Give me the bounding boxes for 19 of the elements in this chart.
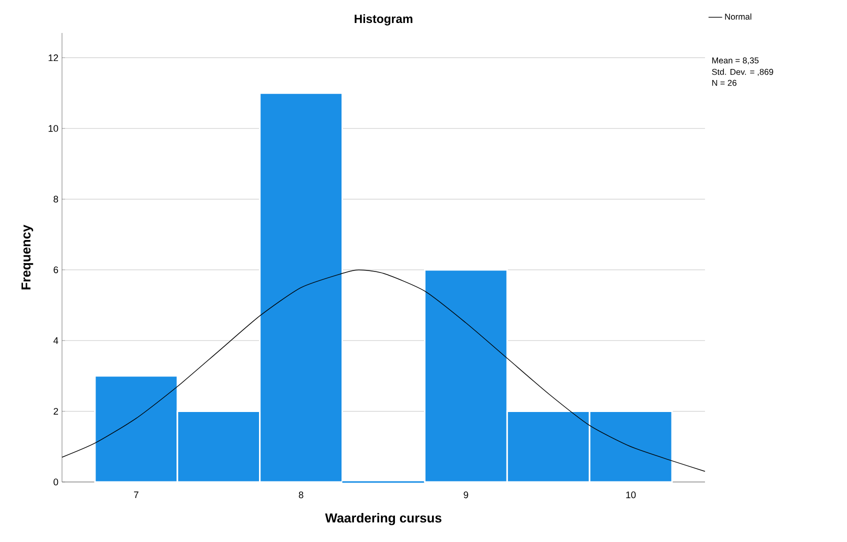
x-tick-label: 8 [298,492,304,498]
chart-title: Histogram [354,14,412,26]
text: Std. Dev. = ,869 [712,68,774,76]
text: Mean = 8,35 [712,57,759,64]
x-axis-title: Waardering cursus [325,513,442,526]
y-tick-label: 6 [54,266,58,274]
text: N = 26 [712,80,736,86]
line-series [62,270,706,472]
y-axis-title: Frequency [22,224,34,290]
y-tick-label: 10 [48,125,58,132]
y-tick-label: 4 [53,337,58,344]
y-tick-label: 8 [54,196,58,202]
x-tick-label: 7 [134,492,138,498]
legend-label: Normal [725,13,752,20]
y-tick-label: 2 [54,408,58,415]
y-tick-label: 0 [54,478,58,486]
y-tick-label: 12 [48,54,58,62]
x-tick-label: 10 [626,492,636,498]
x-tick-label: 9 [464,492,468,498]
